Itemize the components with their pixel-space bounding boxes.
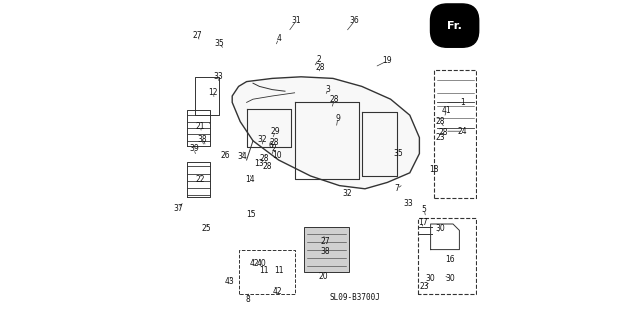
Text: 37: 37 <box>173 204 183 212</box>
Text: 30: 30 <box>425 274 436 283</box>
Text: 23: 23 <box>436 133 445 142</box>
Text: 2: 2 <box>271 144 276 153</box>
Text: 7: 7 <box>394 184 399 193</box>
Text: 32: 32 <box>258 135 268 144</box>
Text: 36: 36 <box>350 16 359 25</box>
Text: 40: 40 <box>256 260 266 268</box>
Text: 28: 28 <box>439 128 448 137</box>
Text: 28: 28 <box>269 138 278 147</box>
Text: SL09-B3700J: SL09-B3700J <box>330 293 381 302</box>
Text: 34: 34 <box>237 152 247 161</box>
Text: 8: 8 <box>246 295 250 304</box>
Text: 28: 28 <box>316 63 325 72</box>
Text: 15: 15 <box>247 210 256 219</box>
Polygon shape <box>304 227 349 272</box>
Text: 30: 30 <box>445 274 455 283</box>
Text: 14: 14 <box>245 175 255 184</box>
Text: 43: 43 <box>224 277 234 286</box>
Text: 24: 24 <box>458 127 467 136</box>
Text: 1: 1 <box>460 98 465 107</box>
Text: 12: 12 <box>208 88 217 97</box>
Text: 29: 29 <box>271 127 280 136</box>
Text: 21: 21 <box>195 122 205 131</box>
Text: 20: 20 <box>319 272 328 281</box>
Text: 19: 19 <box>382 56 392 65</box>
Text: 4: 4 <box>276 34 281 43</box>
Polygon shape <box>232 77 420 189</box>
Text: 39: 39 <box>189 144 198 153</box>
Text: 2: 2 <box>316 55 321 64</box>
Text: 28: 28 <box>436 117 445 126</box>
Text: 28: 28 <box>262 162 272 171</box>
Text: Fr.: Fr. <box>447 20 462 31</box>
Text: 10: 10 <box>272 151 281 160</box>
Text: 13: 13 <box>255 159 264 168</box>
Text: 27: 27 <box>192 31 202 40</box>
Text: 42: 42 <box>250 260 259 268</box>
Text: 27: 27 <box>320 237 330 246</box>
Text: 42: 42 <box>272 287 281 296</box>
Text: 31: 31 <box>292 16 301 25</box>
Text: 16: 16 <box>445 255 455 264</box>
Text: 6: 6 <box>268 141 273 150</box>
Text: 41: 41 <box>442 106 451 115</box>
Text: 18: 18 <box>429 165 439 174</box>
Text: 35: 35 <box>214 39 224 48</box>
Text: 9: 9 <box>335 114 340 123</box>
Text: 28: 28 <box>330 95 339 104</box>
Text: 23: 23 <box>419 282 429 291</box>
Text: 26: 26 <box>221 151 231 160</box>
Text: 33: 33 <box>403 199 413 208</box>
Text: 5: 5 <box>422 205 427 214</box>
Text: 25: 25 <box>202 224 211 233</box>
Text: 32: 32 <box>342 189 353 198</box>
Text: 28: 28 <box>259 154 269 163</box>
Text: 11: 11 <box>274 266 283 275</box>
Text: 30: 30 <box>436 224 445 233</box>
Text: 11: 11 <box>259 266 269 275</box>
Text: 38: 38 <box>197 135 207 144</box>
Text: 17: 17 <box>418 218 427 227</box>
Text: 38: 38 <box>320 247 330 256</box>
Text: 3: 3 <box>326 85 331 94</box>
Text: 35: 35 <box>394 149 403 158</box>
Text: 33: 33 <box>213 72 223 81</box>
Text: 22: 22 <box>195 175 205 184</box>
